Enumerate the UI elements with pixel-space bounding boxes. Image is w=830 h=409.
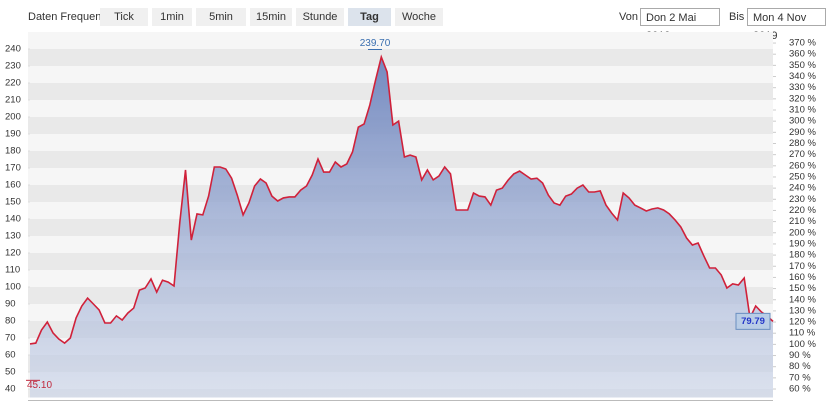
y2-tick-label: 130 % [789,305,816,316]
y2-tick-label: 230 % [789,194,816,205]
y2-tick-label: 180 % [789,250,816,261]
y2-tick-label: 70 % [789,372,811,383]
y-tick-label: 120 [5,248,21,259]
y2-tick-label: 240 % [789,183,816,194]
frequency-button[interactable]: Woche [395,8,443,26]
y-tick-label: 130 [5,231,21,242]
band [28,49,773,66]
y2-tick-label: 350 % [789,60,816,71]
y2-tick-label: 370 % [789,38,816,49]
y-tick-label: 230 [5,61,21,72]
y2-tick-label: 200 % [789,227,816,238]
y-tick-label: 210 [5,95,21,106]
y-tick-label: 110 [5,265,20,276]
y-tick-label: 220 [5,78,21,89]
y2-tick-label: 170 % [789,261,816,272]
area [30,57,773,398]
band [28,32,773,49]
y2-tick-label: 340 % [789,71,816,82]
y2-tick-label: 120 % [789,317,816,328]
y-tick-label: 100 [5,282,21,293]
y-tick-label: 170 [5,163,21,174]
frequency-button[interactable]: 5min [196,8,246,26]
band [28,100,773,117]
y2-tick-label: 300 % [789,116,816,127]
y-tick-label: 190 [5,129,21,140]
band [28,83,773,100]
frequency-button[interactable]: Tick [100,8,148,26]
y2-tick-label: 90 % [789,350,811,361]
y2-tick-label: 210 % [789,216,816,227]
line [29,54,774,345]
y2-tick-label: 140 % [789,294,816,305]
high-label: 239.70 [360,38,391,49]
frequency-button[interactable]: Tag [348,8,391,26]
y-tick-label: 200 [5,112,21,123]
y2-tick-label: 150 % [789,283,816,294]
low-label: 45.10 [27,380,52,391]
y-tick-label: 140 [5,214,21,225]
y2-tick-label: 250 % [789,171,816,182]
y2-tick-label: 110 % [789,328,816,339]
y2-tick-label: 320 % [789,93,816,104]
y2-tick-label: 260 % [789,160,816,171]
y-tick-label: 70 [5,333,16,344]
y2-tick-label: 310 % [789,105,816,116]
y2-tick-label: 270 % [789,149,816,160]
y-tick-label: 160 [5,180,21,191]
y2-tick-label: 190 % [789,238,816,249]
y2-tick-label: 290 % [789,127,816,138]
from-label: Von [619,11,638,23]
frequency-button[interactable]: 1min [152,8,192,26]
frequency-button[interactable]: Stunde [296,8,344,26]
y2-tick-label: 360 % [789,49,816,60]
y2-tick-label: 330 % [789,82,816,93]
y2-tick-label: 220 % [789,205,816,216]
frequency-label: Daten Frequenz [28,11,107,23]
y2-tick-label: 280 % [789,138,816,149]
to-label: Bis [729,11,745,23]
y2-tick-label: 80 % [789,361,811,372]
y2-tick-label: 60 % [789,384,811,395]
last-value-box [735,312,771,330]
toolbar: Daten Frequenz Von Don 2 Mai 2019 Bis Mo… [0,0,830,42]
y-tick-label: 40 [5,384,16,395]
last-value-label: 79.79 [741,316,765,327]
y-tick-label: 150 [5,197,21,208]
y-tick-label: 90 [5,299,16,310]
y-tick-label: 60 [5,350,16,361]
y2-tick-label: 160 % [789,272,816,283]
y-tick-label: 180 [5,146,21,157]
y2-tick-label: 100 % [789,339,816,350]
band [28,66,773,83]
y-tick-label: 80 [5,316,16,327]
frequency-button[interactable]: 15min [250,8,292,26]
y-tick-label: 240 [5,44,21,55]
band [28,117,773,134]
y-tick-label: 50 [5,367,16,378]
